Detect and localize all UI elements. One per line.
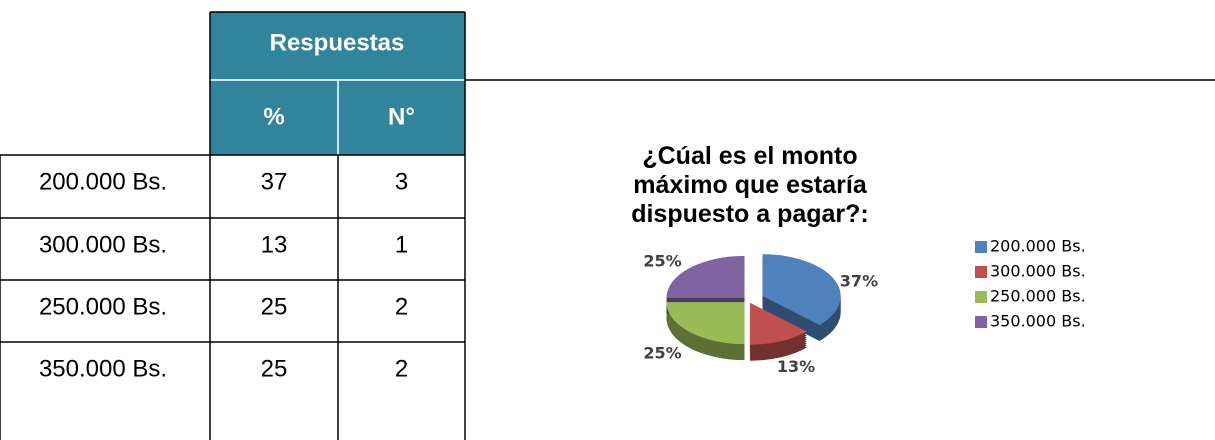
legend-swatch <box>975 316 987 328</box>
table-cell: 25 <box>261 355 288 382</box>
row-label: 300.000 Bs. <box>39 231 167 258</box>
legend-label: 300.000 Bs. <box>990 262 1086 281</box>
row-label: 350.000 Bs. <box>39 355 167 382</box>
data-label: 25% <box>643 344 681 363</box>
chart-title: ¿Cúal es el monto máximo que estaría dis… <box>631 142 869 228</box>
pie-slice <box>762 254 841 325</box>
table-cell: 1 <box>395 231 408 258</box>
legend-swatch <box>975 241 987 253</box>
legend-label: 200.000 Bs. <box>990 237 1086 256</box>
table-cell: 25 <box>261 293 288 320</box>
table-cell: 2 <box>395 355 408 382</box>
table-cell: 37 <box>261 168 288 195</box>
column-header: % <box>263 103 284 130</box>
table-cell: 13 <box>261 231 288 258</box>
data-label: 13% <box>777 357 815 376</box>
table-cell: 2 <box>395 293 408 320</box>
data-label: 37% <box>840 272 878 291</box>
row-label: 200.000 Bs. <box>39 168 167 195</box>
pie-slice <box>666 302 745 345</box>
legend-label: 250.000 Bs. <box>990 287 1086 306</box>
legend-label: 350.000 Bs. <box>990 312 1086 331</box>
pie-slice <box>666 255 745 298</box>
table-header: Respuestas <box>270 29 405 56</box>
row-label: 250.000 Bs. <box>39 293 167 320</box>
data-label: 25% <box>643 251 681 270</box>
legend-swatch <box>975 291 987 303</box>
column-header: N° <box>388 103 415 130</box>
legend-swatch <box>975 266 987 278</box>
pie-slice <box>749 302 807 345</box>
table-cell: 3 <box>395 168 408 195</box>
